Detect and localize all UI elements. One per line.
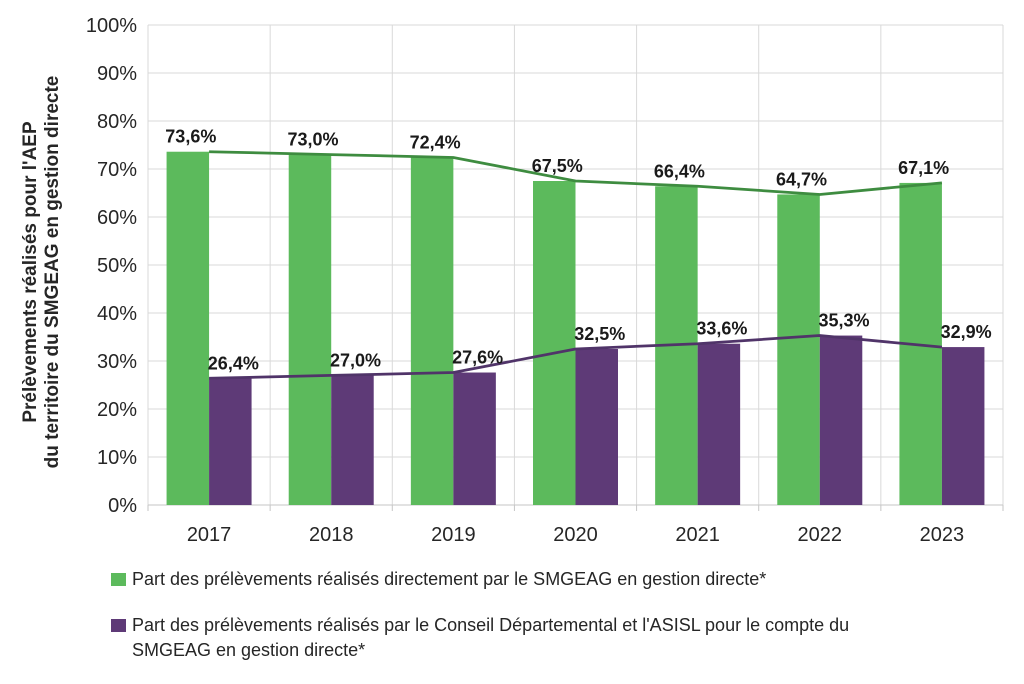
bar-cd-asisl-2018 [331,375,374,505]
y-tick-label-90: 90% [97,63,137,85]
bar-smgeag-direct-2022 [777,194,820,505]
data-label-cd-asisl-2017: 26,4% [208,353,259,373]
y-tick-label-10: 10% [97,447,137,469]
legend-swatch-green [111,573,126,586]
y-tick-label-30: 30% [97,351,137,373]
legend-label-line: SMGEAG en gestion directe* [132,640,366,660]
x-tick-label-2017: 2017 [187,524,232,546]
y-tick-label-0: 0% [108,495,137,517]
data-label-smgeag-direct-2020: 67,5% [532,156,583,176]
bar-cd-asisl-2022 [819,335,863,505]
bar-cd-asisl-2021 [697,343,741,505]
y-axis-title-line-1: Prélèvements réalisés pour l'AEP [20,121,41,423]
y-tick-label-100: 100% [86,15,137,37]
legend-label-smgeag-direct: Part des prélèvements réalisés directeme… [132,567,766,592]
data-label-cd-asisl-2018: 27,0% [330,350,381,370]
bar-cd-asisl-2020 [575,349,618,505]
y-tick-label-80: 80% [97,111,137,133]
data-label-smgeag-direct-2023: 67,1% [898,158,949,178]
bar-cd-asisl-2023 [941,347,985,505]
y-axis-title-line-2: du territoire du SMGEAG en gestion direc… [42,76,63,469]
bar-cd-asisl-2017 [209,378,252,505]
x-tick-label-2023: 2023 [920,524,965,546]
legend-label-line: Part des prélèvements réalisés directeme… [132,569,767,589]
x-tick-label-2020: 2020 [553,524,598,546]
chart-canvas: 0% 10% 20% 30% 40% 50% 60% 70% 80% 90% 100% 73,6% 73… [20,15,1004,546]
x-tick-label-2021: 2021 [675,524,720,546]
data-label-cd-asisl-2023: 32,9% [941,322,992,342]
line-smgeag-direct [209,150,943,196]
data-label-cd-asisl-2022: 35,3% [819,311,870,331]
legend-item-cd-asisl: Part des prélèvements réalisés par le Co… [111,613,1016,663]
y-tick-label-20: 20% [97,399,137,421]
legend-label-line: Part des prélèvements réalisés par le Co… [132,615,850,635]
bar-smgeag-direct-2017 [166,151,210,505]
line-cd-asisl [209,334,943,380]
combo-bar-line-chart: 0% 10% 20% 30% 40% 50% 60% 70% 80% 90% 100% 73,6% 73… [20,15,1004,546]
data-label-cd-asisl-2019: 27,6% [452,348,503,368]
data-label-smgeag-direct-2021: 66,4% [654,161,705,181]
legend-swatch-purple [111,619,126,632]
y-tick-label-60: 60% [97,207,137,229]
x-tick-label-2022: 2022 [798,524,843,546]
y-tick-label-50: 50% [97,255,137,277]
data-label-cd-asisl-2021: 33,6% [696,319,747,339]
y-tick-label-40: 40% [97,303,137,325]
chart-legend: Part des prélèvements réalisés directeme… [111,567,1016,684]
x-tick-label-2019: 2019 [431,524,476,546]
y-tick-label-70: 70% [97,159,137,181]
bar-smgeag-direct-2020 [533,181,576,505]
data-label-smgeag-direct-2022: 64,7% [776,169,827,189]
data-label-smgeag-direct-2018: 73,0% [287,130,338,150]
bar-smgeag-direct-2019 [410,157,454,506]
bar-smgeag-direct-2018 [288,154,332,505]
legend-label-cd-asisl: Part des prélèvements réalisés par le Co… [132,613,849,663]
data-label-smgeag-direct-2019: 72,4% [410,132,461,152]
data-label-smgeag-direct-2017: 73,6% [165,127,216,147]
bar-cd-asisl-2019 [453,372,496,505]
data-label-cd-asisl-2020: 32,5% [574,324,625,344]
legend-item-smgeag-direct: Part des prélèvements réalisés directeme… [111,567,1016,592]
x-tick-label-2018: 2018 [309,524,354,546]
